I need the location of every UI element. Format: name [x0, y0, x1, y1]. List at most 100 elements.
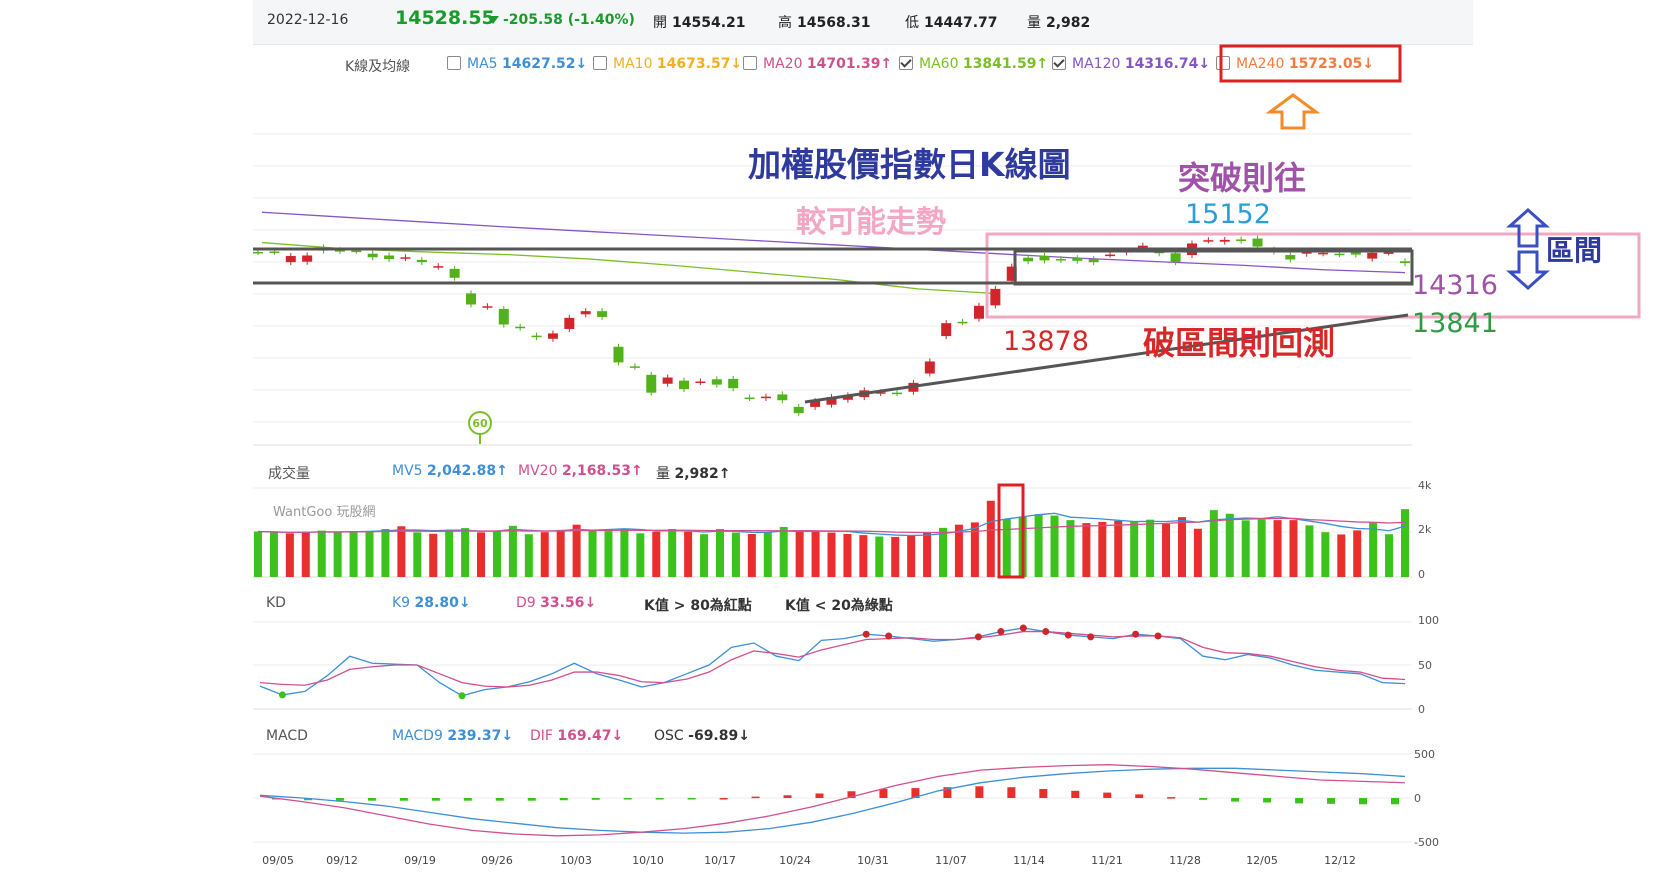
volume-bar: [1401, 509, 1409, 577]
volume-bar: [254, 531, 262, 577]
ma-checkbox-ma10[interactable]: [593, 56, 607, 70]
k9-line: [259, 627, 1406, 697]
ma-checkbox-ma5[interactable]: [447, 56, 461, 70]
ma-checkbox-ma120[interactable]: [1052, 56, 1066, 70]
volume-bar: [1066, 520, 1075, 577]
ma-legend-ma20[interactable]: MA20 14701.39↑: [743, 56, 892, 72]
kd-red-dot: [862, 630, 870, 638]
volume-bar: [445, 529, 454, 577]
date-tick: 11/07: [935, 854, 967, 867]
candle: [285, 255, 296, 263]
quote-date: 2022-12-16: [267, 12, 349, 28]
range-text: 區間: [1546, 234, 1602, 267]
candle: [1400, 261, 1410, 264]
osc-bar: [975, 786, 984, 798]
candle: [253, 251, 263, 254]
volume-bars: [254, 500, 1409, 577]
candle: [1170, 253, 1181, 263]
low-mark-text: 13878: [1003, 326, 1089, 357]
chart-annotation-subtitle: 較可能走勢: [796, 205, 946, 240]
candle: [924, 361, 935, 374]
volume-bar: [301, 531, 310, 577]
osc-bar: [1167, 797, 1176, 799]
volume-bar: [1369, 522, 1378, 577]
ma-legend-ma5[interactable]: MA5 14627.52↓: [447, 56, 587, 72]
candle: [1023, 257, 1034, 262]
candle: [1318, 252, 1329, 255]
candle: [1334, 253, 1345, 256]
quote-change: -205.58 (-1.40%): [503, 12, 635, 28]
kd-axis-tick: 100: [1418, 614, 1439, 627]
candle: [892, 392, 903, 395]
candle: [875, 392, 886, 394]
candle: [1252, 238, 1263, 247]
ma-legend-ma10[interactable]: MA10 14673.57↓: [593, 56, 742, 72]
date-tick: 12/12: [1324, 854, 1356, 867]
kd-axis-tick: 0: [1418, 703, 1425, 716]
candle: [990, 288, 1001, 306]
volume-bar: [317, 530, 326, 577]
macd-axis-tick: 0: [1414, 792, 1421, 805]
volume-bar: [588, 529, 597, 577]
osc-bar: [1103, 792, 1112, 798]
volume-bar: [1241, 520, 1250, 577]
k9-legend: K9 28.80↓: [392, 595, 471, 611]
osc-bar: [655, 798, 664, 800]
macd9-line: [259, 767, 1406, 834]
candle: [384, 255, 395, 260]
ma120-line: [261, 211, 1406, 274]
candle: [1285, 255, 1296, 260]
range-up-arrow-icon: [1506, 207, 1550, 248]
osc-bar: [1135, 794, 1144, 798]
candle: [1105, 254, 1116, 257]
volume-bar: [604, 531, 613, 577]
candle: [400, 257, 411, 259]
candle: [547, 333, 558, 339]
volume-bar: [413, 532, 422, 577]
osc-bar: [1039, 789, 1048, 798]
dif-legend: DIF 169.47↓: [530, 728, 624, 744]
volume-bar: [1337, 534, 1346, 577]
d9-legend: D9 33.56↓: [516, 595, 597, 611]
quote-high: 高 14568.31: [778, 15, 871, 31]
osc-bar: [1327, 798, 1336, 804]
osc-bar: [303, 798, 312, 801]
osc-bar: [1199, 798, 1208, 800]
volume-bar: [859, 535, 868, 577]
osc-bar: [847, 791, 856, 798]
candle: [515, 326, 526, 329]
candle: [269, 251, 280, 253]
volume-bar: [1385, 534, 1394, 577]
volume-bar: [970, 522, 979, 577]
kd-red-dot: [1087, 633, 1095, 641]
candle: [302, 255, 313, 262]
volume-bar: [477, 532, 486, 577]
volume-bar: [1162, 523, 1171, 577]
candle: [334, 250, 345, 252]
ma-checkbox-ma60[interactable]: [899, 56, 913, 70]
volume-highlight-box: [997, 483, 1025, 579]
osc-bar: [623, 798, 632, 800]
volume-bar: [508, 525, 517, 577]
osc-bar: [911, 788, 920, 798]
osc-bar: [815, 793, 824, 798]
volume-bar: [891, 536, 900, 577]
date-tick: 10/31: [857, 854, 889, 867]
ma-legend-ma120[interactable]: MA120 14316.74↓: [1052, 56, 1210, 72]
volume-bar: [1353, 530, 1362, 577]
ma-legend-ma60[interactable]: MA60 13841.59↑: [899, 56, 1048, 72]
ma-name: MA120: [1072, 56, 1125, 72]
candle: [646, 374, 657, 393]
candle: [679, 380, 690, 390]
candle: [1055, 259, 1066, 261]
volume-bar: [1146, 519, 1155, 577]
ma-legend-ma240[interactable]: MA240 15723.05↓: [1216, 56, 1374, 72]
candle: [449, 268, 460, 278]
candle: [433, 266, 444, 268]
target-text: 15152: [1185, 199, 1271, 230]
osc-bar: [943, 787, 952, 798]
quote-header: 2022-12-16 14528.55 -205.58 (-1.40%) 開 14…: [253, 0, 1473, 45]
osc-bar: [399, 798, 408, 801]
ma-checkbox-ma20[interactable]: [743, 56, 757, 70]
kd-note-red: K值 > 80為紅點: [644, 598, 752, 614]
